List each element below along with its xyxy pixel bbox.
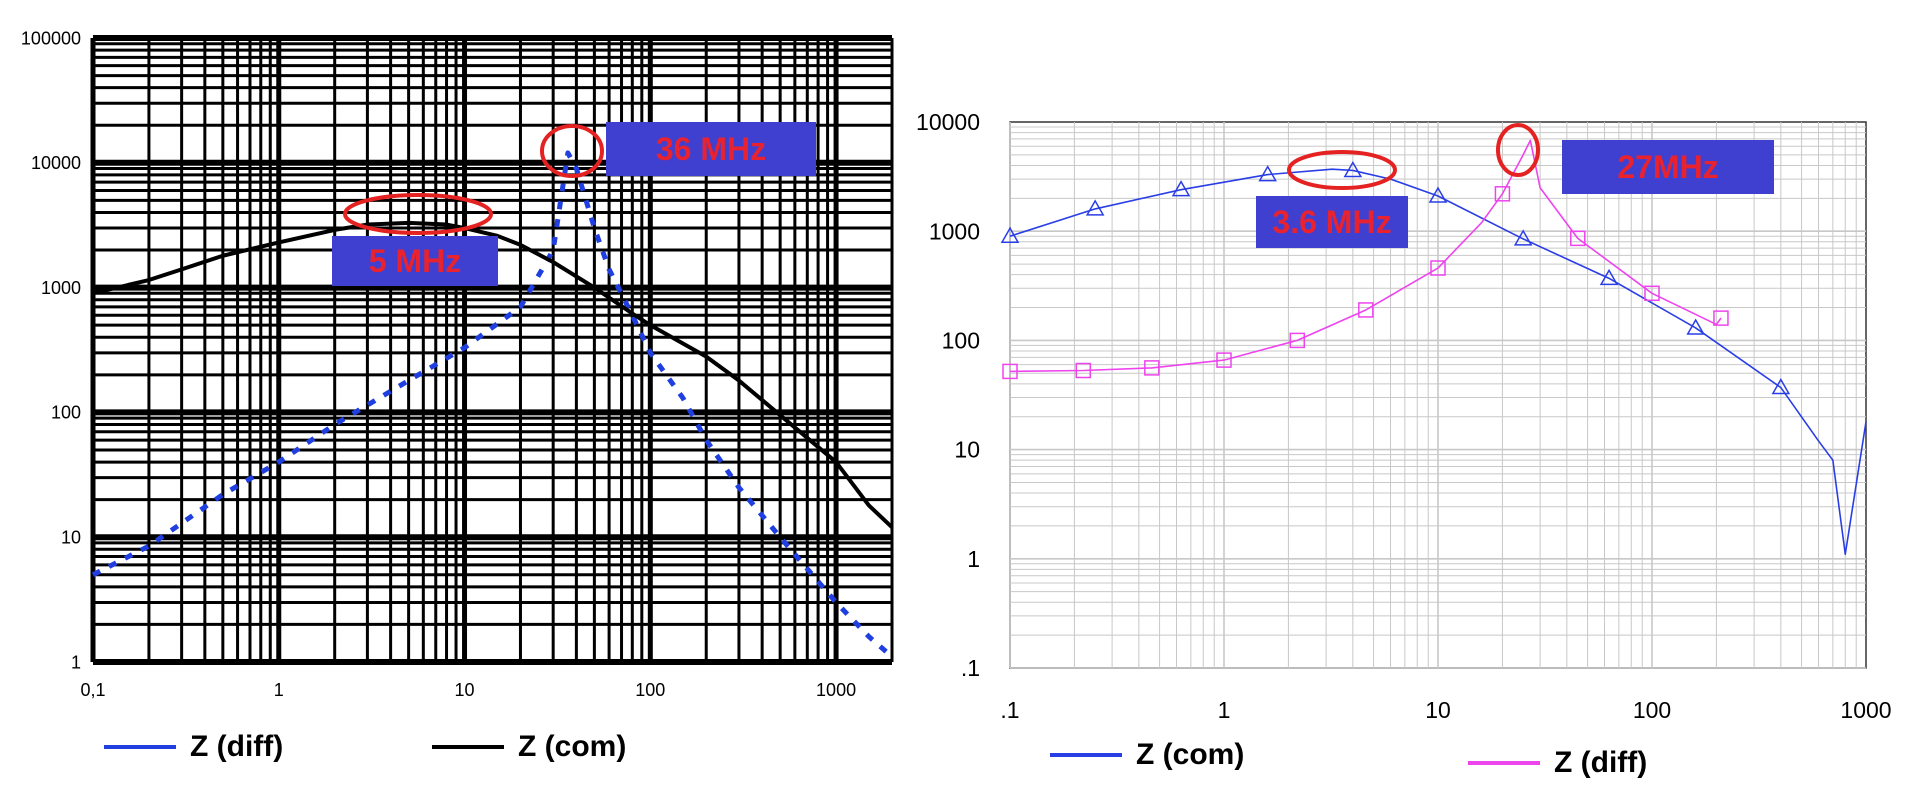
data-point-square: [1002, 363, 1018, 380]
legend-swatch: [1050, 753, 1122, 757]
y-tick-label: 1: [71, 652, 81, 672]
data-point-square: [1358, 302, 1374, 318]
y-tick-label: 10000: [916, 109, 980, 135]
x-tick-label: 1: [1218, 697, 1231, 723]
legend-swatch: [1468, 761, 1540, 765]
y-tick-label: 10: [61, 528, 81, 548]
annotation-3-6mhz: 3.6 MHz: [1256, 196, 1408, 248]
highlight-ellipse: [540, 124, 604, 178]
data-point-square: [1144, 360, 1160, 376]
legend-item-z-com-left: Z (com): [432, 730, 626, 764]
legend-item-z-diff-left: Z (diff): [104, 730, 283, 764]
data-point-square: [1713, 310, 1729, 326]
data-point-triangle: [1085, 199, 1105, 216]
data-point-triangle: [1686, 318, 1705, 335]
data-point-triangle: [1258, 165, 1277, 182]
y-tick-label: .1: [961, 655, 980, 681]
legend-swatch: [104, 745, 176, 749]
data-point-square: [1289, 332, 1306, 349]
x-tick-label: 1000: [1840, 697, 1891, 723]
y-tick-label: 100000: [21, 28, 81, 48]
legend-label: Z (diff): [1554, 746, 1648, 779]
legend-item-z-diff-right: Z (diff): [1468, 746, 1647, 780]
legend-label: Z (com): [1136, 738, 1245, 771]
x-tick-label: 1: [274, 680, 284, 700]
highlight-ellipse: [343, 193, 493, 235]
annotation-36mhz: 36 MHz: [606, 122, 816, 176]
y-tick-label: 10: [954, 437, 980, 463]
x-tick-label: 10: [455, 680, 475, 700]
x-tick-label: 100: [1633, 697, 1671, 723]
legend-label: Z (com): [518, 730, 627, 763]
data-point-triangle: [1771, 378, 1791, 395]
data-point-triangle: [1513, 229, 1533, 246]
x-tick-label: 1000: [816, 680, 856, 700]
data-point-square: [1430, 260, 1446, 276]
data-point-triangle: [1599, 268, 1619, 286]
y-tick-label: 1: [967, 546, 980, 572]
data-point-square: [1494, 186, 1511, 202]
annotation-27mhz: 27MHz: [1562, 140, 1774, 194]
x-tick-label: .1: [1000, 697, 1019, 723]
data-point-square: [1570, 230, 1586, 247]
y-tick-label: 1000: [929, 218, 980, 244]
y-tick-label: 100: [942, 327, 980, 353]
y-tick-label: 10000: [31, 153, 81, 173]
x-tick-label: 10: [1425, 697, 1451, 723]
x-tick-label: 100: [635, 680, 665, 700]
data-point-triangle: [1343, 160, 1363, 178]
data-point-square: [1216, 352, 1232, 368]
x-tick-label: 0,1: [80, 680, 105, 700]
data-point-triangle: [1428, 186, 1448, 203]
data-point-square: [1075, 362, 1092, 379]
legend-item-z-com-right: Z (com): [1050, 738, 1244, 772]
y-tick-label: 100: [51, 403, 81, 423]
data-point-triangle: [1000, 226, 1020, 243]
series-line-zcom: [1009, 168, 1867, 556]
data-point-triangle: [1171, 180, 1191, 197]
series-line-zdiff: [1009, 139, 1722, 373]
data-point-square: [1644, 285, 1660, 302]
y-tick-label: 1000: [41, 278, 81, 298]
legend-label: Z (diff): [190, 730, 284, 763]
highlight-ellipse: [1496, 123, 1540, 177]
legend-swatch: [432, 745, 504, 749]
series-line-zcom: [92, 220, 894, 529]
annotation-5mhz: 5 MHz: [332, 236, 498, 286]
highlight-ellipse: [1287, 150, 1397, 190]
